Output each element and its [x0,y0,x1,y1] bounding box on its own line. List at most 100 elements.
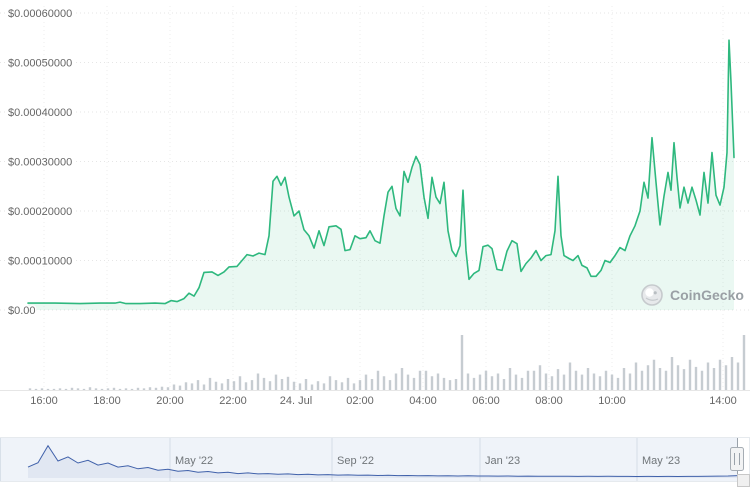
volume-bar [664,370,668,390]
volume-bar [694,366,698,390]
volume-bar [526,370,530,390]
volume-bar [442,377,446,390]
volume-bar [604,370,608,390]
volume-bar [88,387,92,390]
navigator-line [27,444,739,478]
volume-bar [64,388,68,390]
navigator-handle[interactable] [730,447,744,471]
navigator-mask[interactable] [0,438,737,481]
scrollbar-button[interactable] [737,474,750,487]
volume-bar [358,380,362,390]
volume-bar [712,368,716,390]
volume-bar [724,365,728,390]
volume-bar [184,382,188,390]
volume-bar [154,387,158,390]
volume-bar [598,376,602,390]
volume-bar [142,388,146,390]
volume-bar [178,385,182,390]
volume-bar [220,383,224,390]
volume-bar [376,370,380,390]
volume-bar [46,388,50,390]
volume-bar [328,376,332,390]
x-axis-label: 16:00 [30,395,58,407]
volume-bar [118,388,122,390]
x-axis-label: 06:00 [472,395,500,407]
volume-bar [628,373,632,390]
volume-bar [484,370,488,390]
volume-bar [412,377,416,390]
volume-bar [574,370,578,390]
volume-bar [610,374,614,390]
x-axis-label: 18:00 [93,395,121,407]
x-axis-label: 24. Jul [280,395,312,407]
volume-bar [550,376,554,390]
volume-bar [106,388,110,390]
volume-bar [292,381,296,390]
y-axis-label: $0.00 [8,305,36,317]
volume-bar [718,359,722,390]
volume-bar [502,379,506,390]
volume-bar [100,388,104,390]
navigator-svg[interactable]: May '22 Sep '22 Jan '23 May '23 [0,437,750,487]
volume-bar [514,374,518,390]
volume-bar [340,382,344,390]
volume-bar [688,359,692,390]
volume-bar [700,370,704,390]
volume-bar [346,377,350,390]
volume-bar [172,384,176,390]
volume-bar [496,373,500,390]
volume-bar [520,377,524,390]
volume-bar [580,374,584,390]
volume-bar [190,383,194,390]
volume-bar [568,362,572,390]
navigator-label: May '22 [175,455,213,467]
volume-bar [640,370,644,390]
volume-bar [382,376,386,390]
volume-bar [646,365,650,390]
volume-bar [130,388,134,390]
volume-bar [304,379,308,390]
volume-bar [298,383,302,390]
volume-bar [676,365,680,390]
navigator-area [28,445,738,478]
volume-bar [166,387,170,390]
x-axis-label: 14:00 [709,395,737,407]
coingecko-watermark: CoinGecko [641,284,744,306]
y-axis-label: $0.00020000 [8,206,72,218]
volume-bar [730,357,734,390]
volume-bar [388,380,392,390]
volume-bar [70,387,74,390]
main-chart-svg[interactable]: 16:00 18:00 20:00 22:00 24. Jul 02:00 04:00 06:… [0,0,750,425]
volume-bar [262,377,266,390]
volume-bar [460,335,464,390]
volume-bar [280,379,284,390]
volume-bar [196,380,200,390]
volume-bar [226,379,230,390]
volume-bar [478,374,482,390]
volume-bar [322,383,326,390]
volume-bar [658,368,662,390]
volume-bar [466,373,470,390]
x-axis-label: 20:00 [156,395,184,407]
volume-bar [706,362,710,390]
volume-bar [436,373,440,390]
volume-bar [490,376,494,390]
navigator-label: Jan '23 [485,455,520,467]
volume-bar [256,373,260,390]
navigator-label: May '23 [642,455,680,467]
x-axis-label: 02:00 [346,395,374,407]
volume-bar [418,370,422,390]
volume-bar [58,388,62,390]
volume-bar [544,373,548,390]
volume-bar [586,368,590,390]
volume-bar [364,374,368,390]
volume-bar [40,388,44,390]
navigator-label: Sep '22 [337,455,374,467]
volume-bar [652,359,656,390]
volume-bar [238,376,242,390]
volume-bar [454,379,458,390]
volume-bar [250,380,254,390]
volume-bar [148,387,152,390]
volume-bar [634,362,638,390]
